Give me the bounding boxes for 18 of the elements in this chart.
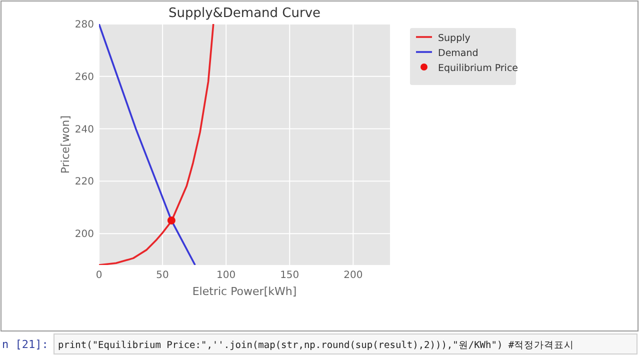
x-tick-label: 50 bbox=[156, 270, 169, 281]
legend-label: Equilibrium Price bbox=[438, 63, 518, 74]
legend-label: Supply bbox=[438, 33, 471, 44]
chart-title: Supply&Demand Curve bbox=[168, 6, 321, 21]
y-axis-title: Price[won] bbox=[59, 115, 72, 174]
x-axis-title: Eletric Power[kWh] bbox=[192, 285, 297, 298]
x-tick-label: 0 bbox=[96, 270, 102, 281]
text: n [21]: bbox=[2, 338, 48, 351]
legend-label: Demand bbox=[438, 48, 478, 59]
x-tick-label: 150 bbox=[280, 270, 300, 281]
y-tick-label: 260 bbox=[74, 72, 94, 83]
y-tick-label: 240 bbox=[74, 124, 94, 136]
y-tick-label: 220 bbox=[74, 176, 94, 188]
x-tick-label: 100 bbox=[216, 270, 236, 281]
y-tick-label: 200 bbox=[74, 229, 94, 240]
y-tick-label: 280 bbox=[74, 20, 94, 30]
x-tick-label: 200 bbox=[344, 270, 363, 281]
text: print("Equilibrium Price:",''.join(map(str,np.round(sup(result),2))),"원/KWh") #적정가격표시 bbox=[58, 340, 574, 351]
